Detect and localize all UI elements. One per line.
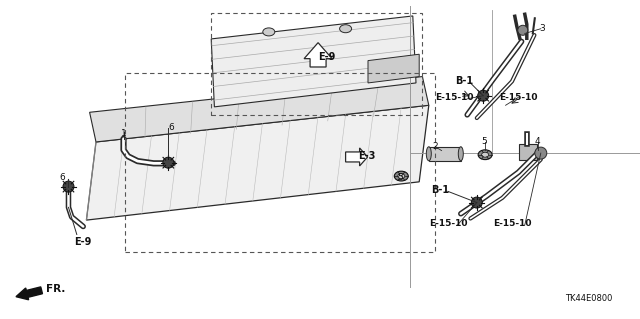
Ellipse shape: [426, 147, 431, 161]
Text: 3: 3: [540, 24, 545, 33]
Text: 2: 2: [433, 142, 438, 151]
Bar: [429, 147, 461, 161]
Circle shape: [477, 90, 489, 101]
Text: E-15-10: E-15-10: [493, 219, 531, 228]
Polygon shape: [90, 77, 429, 142]
Polygon shape: [368, 54, 419, 83]
Text: B-1: B-1: [456, 76, 474, 86]
Text: 1: 1: [121, 129, 126, 138]
Circle shape: [63, 181, 74, 192]
Text: E-15-10: E-15-10: [499, 93, 538, 102]
Bar: [519, 144, 537, 160]
Text: 5: 5: [398, 173, 403, 182]
Text: E-3: E-3: [358, 151, 376, 161]
Text: E-15-10: E-15-10: [429, 219, 467, 228]
Ellipse shape: [263, 28, 275, 36]
Ellipse shape: [478, 150, 492, 160]
Circle shape: [163, 157, 174, 168]
Text: TK44E0800: TK44E0800: [565, 294, 612, 303]
Polygon shape: [211, 16, 416, 107]
Bar: [211, 13, 422, 115]
Bar: [125, 73, 435, 252]
Circle shape: [518, 25, 528, 35]
Text: FR.: FR.: [46, 284, 65, 294]
Text: B-1: B-1: [431, 185, 449, 195]
Text: E-15-10: E-15-10: [435, 93, 474, 102]
Text: E-9: E-9: [74, 237, 92, 248]
Ellipse shape: [458, 147, 463, 161]
Text: 6: 6: [60, 173, 65, 182]
Ellipse shape: [394, 171, 408, 181]
Polygon shape: [86, 105, 429, 220]
Text: 6: 6: [168, 123, 173, 132]
Text: 5: 5: [482, 137, 487, 146]
FancyArrow shape: [16, 287, 42, 300]
Circle shape: [535, 147, 547, 159]
Text: 4: 4: [535, 137, 540, 146]
Polygon shape: [346, 148, 367, 166]
Text: E-9: E-9: [317, 52, 335, 63]
Ellipse shape: [340, 25, 351, 33]
Ellipse shape: [398, 174, 404, 179]
Polygon shape: [304, 43, 332, 67]
Circle shape: [471, 197, 483, 208]
Ellipse shape: [482, 152, 488, 157]
